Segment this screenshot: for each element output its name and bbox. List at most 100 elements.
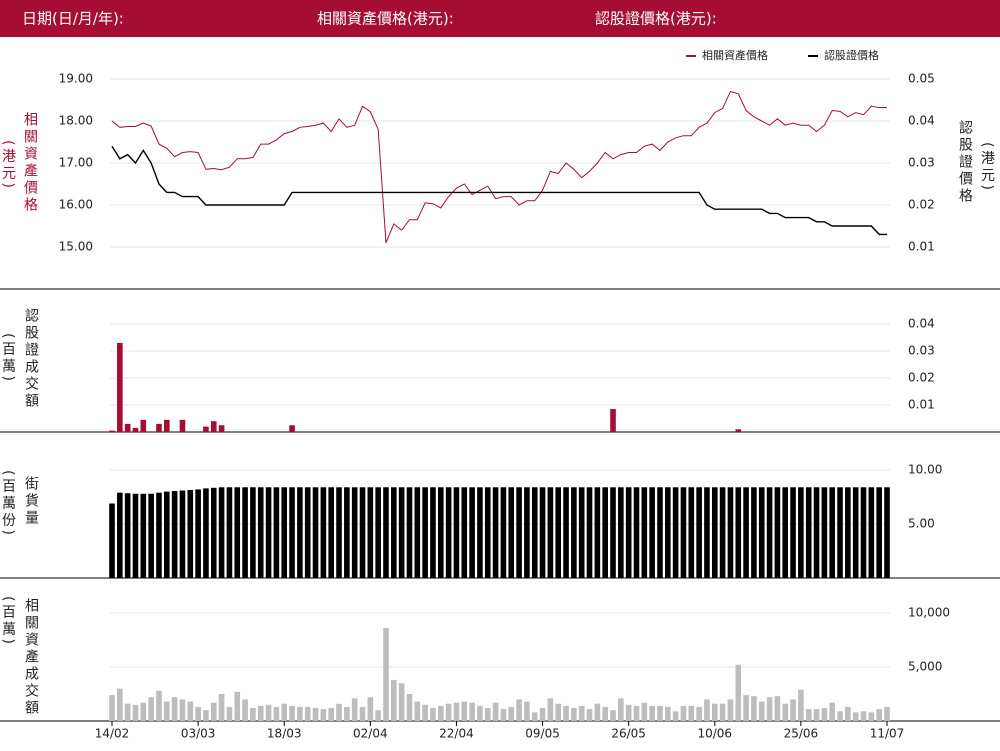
bar	[649, 705, 655, 721]
y-tick-label: 0.04	[908, 317, 935, 331]
bar	[860, 487, 867, 578]
bar	[163, 419, 170, 432]
bar	[625, 487, 632, 578]
bar	[156, 690, 162, 721]
bar	[351, 487, 358, 578]
bar	[484, 487, 491, 578]
bar	[618, 487, 624, 578]
bar	[171, 491, 178, 578]
bar	[594, 703, 601, 721]
bar	[492, 702, 499, 721]
bar	[821, 487, 828, 578]
x-tick-label: 18/03	[267, 727, 302, 741]
bar	[195, 706, 201, 721]
bar	[805, 709, 812, 721]
x-tick-label: 10/06	[697, 727, 732, 741]
axis-title: 相關資產成交額	[23, 598, 39, 717]
bar	[250, 487, 256, 578]
bar	[547, 487, 554, 578]
bar	[610, 487, 616, 578]
axis-title: (百萬)	[0, 333, 16, 384]
bar	[297, 487, 303, 578]
bar	[375, 487, 381, 578]
bar	[132, 427, 139, 432]
bar	[359, 706, 366, 721]
bar	[829, 702, 836, 721]
bar	[406, 694, 413, 721]
x-tick-label: 25/06	[784, 727, 819, 741]
bar	[571, 708, 577, 721]
bar	[735, 487, 742, 578]
bar	[140, 493, 147, 578]
bar	[226, 706, 233, 721]
bar	[516, 487, 522, 578]
bar	[140, 419, 147, 432]
bar	[680, 705, 687, 721]
bar	[367, 487, 374, 578]
bar	[344, 706, 350, 721]
bar	[633, 487, 640, 578]
bar	[124, 423, 131, 432]
bar	[218, 487, 225, 578]
warrant-label: 認股證價格(港元):	[595, 10, 717, 28]
bar	[563, 487, 569, 578]
bar	[312, 487, 319, 578]
y-tick-label: 5,000	[908, 660, 942, 674]
bar	[563, 705, 569, 721]
bar	[571, 487, 577, 578]
bar	[312, 708, 319, 721]
bar	[187, 489, 194, 578]
bar	[618, 698, 624, 721]
bar	[375, 710, 381, 721]
bar	[539, 708, 546, 721]
bar	[586, 487, 593, 578]
bar	[798, 689, 804, 721]
bar	[766, 697, 773, 721]
bar	[665, 706, 671, 721]
y-tick-label: 17.00	[59, 156, 93, 170]
bar	[719, 703, 726, 721]
bar	[242, 699, 248, 721]
bar	[711, 703, 718, 721]
bar	[453, 702, 460, 721]
bar	[344, 487, 350, 578]
bar	[845, 487, 851, 578]
bar	[790, 699, 796, 721]
bar	[383, 487, 389, 578]
bar	[179, 699, 186, 721]
bar	[641, 487, 648, 578]
bar	[798, 487, 804, 578]
bar	[398, 683, 405, 721]
bar	[187, 701, 194, 721]
line	[111, 145, 887, 236]
bar	[156, 492, 162, 578]
bar	[657, 705, 663, 721]
y-tick-label: 10.00	[908, 463, 942, 477]
bar	[524, 487, 530, 578]
bar	[829, 487, 836, 578]
x-tick-label: 09/05	[525, 727, 560, 741]
bar	[109, 503, 115, 578]
y-tick-label: 0.01	[908, 398, 935, 412]
bar	[516, 699, 522, 721]
bar	[555, 487, 562, 578]
bar	[813, 487, 820, 578]
bar	[234, 487, 241, 578]
bar	[672, 711, 679, 721]
bar	[594, 487, 601, 578]
y-tick-label: 16.00	[59, 198, 93, 212]
bar	[672, 487, 679, 578]
bar	[437, 705, 444, 721]
bar	[766, 487, 773, 578]
bar	[265, 704, 272, 721]
bar	[226, 487, 233, 578]
bar	[234, 691, 241, 721]
bar	[218, 425, 225, 432]
y-tick-label: 10,000	[908, 606, 950, 620]
y2-tick-label: 0.02	[908, 198, 935, 212]
bar	[845, 706, 851, 721]
y-tick-label: 15.00	[59, 240, 93, 254]
bar	[430, 487, 436, 578]
bar	[641, 702, 648, 721]
bar	[469, 702, 475, 721]
